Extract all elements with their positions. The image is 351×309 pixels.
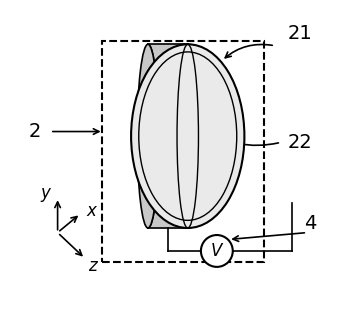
Text: V: V (211, 242, 223, 260)
Bar (102, 41, 264, 262)
Text: 2: 2 (28, 122, 41, 141)
Text: 4: 4 (304, 214, 316, 233)
Text: x: x (86, 201, 96, 219)
Text: 21: 21 (287, 24, 312, 43)
Text: y: y (40, 184, 50, 202)
Text: z: z (88, 257, 97, 275)
Ellipse shape (131, 44, 244, 228)
Circle shape (201, 235, 233, 267)
Text: 22: 22 (287, 133, 312, 152)
Ellipse shape (137, 44, 159, 228)
Polygon shape (148, 44, 198, 228)
